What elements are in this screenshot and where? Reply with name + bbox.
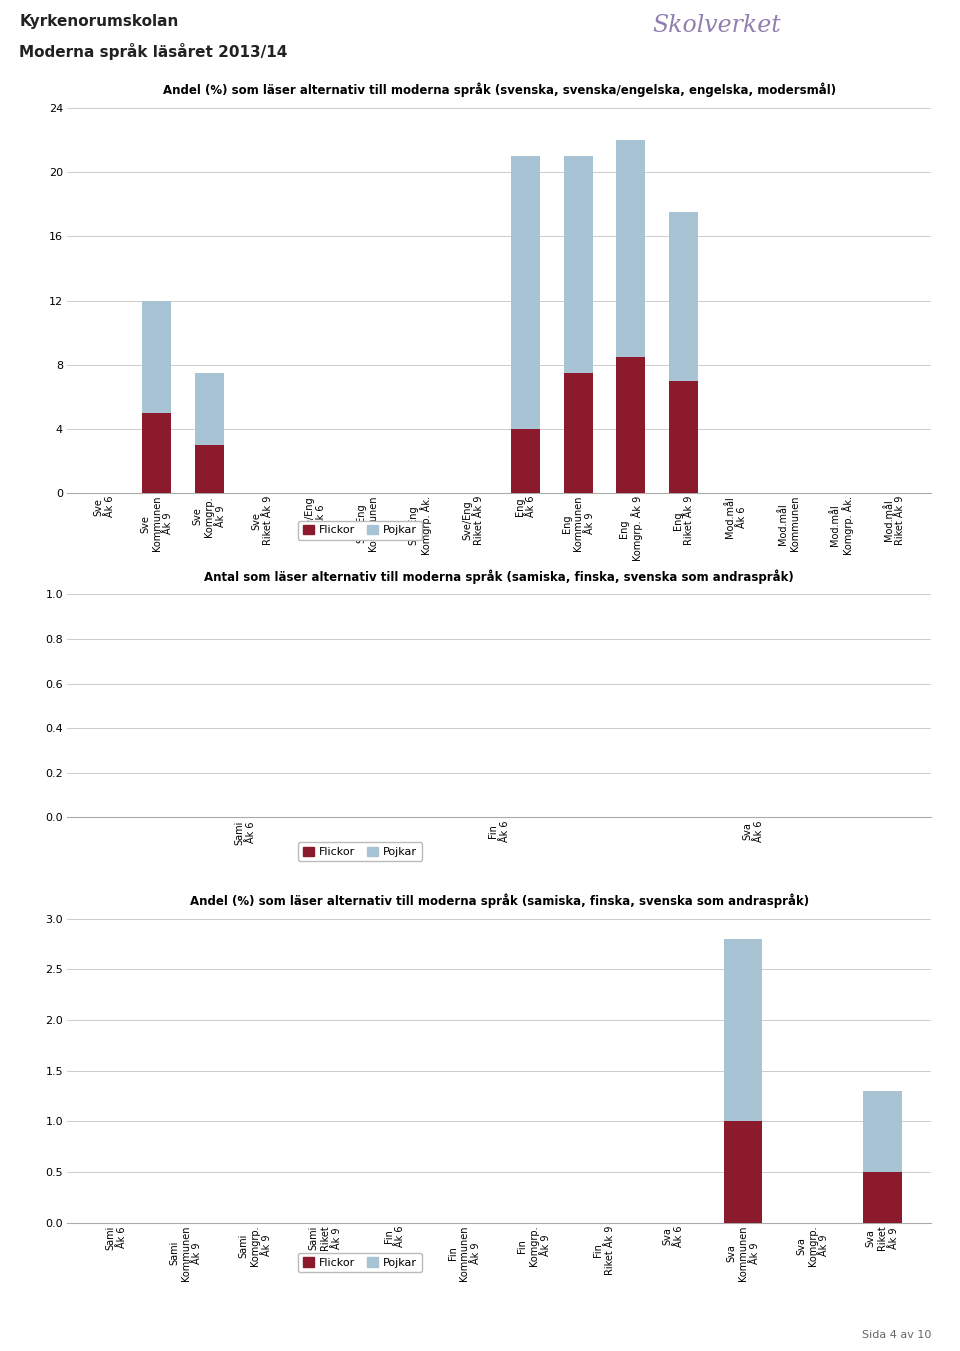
Bar (564, 157, 592, 373)
Text: Sida 4 av 10: Sida 4 av 10 (862, 1331, 931, 1340)
Title: Andel (%) som läser alternativ till moderna språk (samiska, finska, svenska som : Andel (%) som läser alternativ till mode… (190, 893, 808, 908)
Bar (669, 212, 698, 381)
Bar (195, 373, 224, 444)
Bar (863, 1173, 901, 1223)
Text: Kyrkenorumskolan: Kyrkenorumskolan (19, 14, 179, 28)
Bar (616, 141, 645, 357)
Bar (511, 157, 540, 430)
Text: Moderna språk läsåret 2013/14: Moderna språk läsåret 2013/14 (19, 43, 288, 61)
Bar (142, 301, 171, 413)
Bar (142, 413, 171, 493)
Bar (724, 939, 762, 1121)
Bar (511, 430, 540, 493)
Bar (616, 357, 645, 493)
Legend: Flickor, Pojkar: Flickor, Pojkar (299, 842, 421, 862)
Bar (669, 381, 698, 493)
Bar (863, 1092, 901, 1173)
Text: Skolverket: Skolverket (653, 14, 781, 36)
Title: Andel (%) som läser alternativ till moderna språk (svenska, svenska/engelska, en: Andel (%) som läser alternativ till mode… (162, 82, 836, 97)
Legend: Flickor, Pojkar: Flickor, Pojkar (299, 520, 421, 540)
Title: Antal som läser alternativ till moderna språk (samiska, finska, svenska som andr: Antal som läser alternativ till moderna … (204, 569, 794, 584)
Legend: Flickor, Pojkar: Flickor, Pojkar (299, 1252, 421, 1273)
Bar (724, 1121, 762, 1223)
Bar (564, 373, 592, 493)
Bar (195, 444, 224, 493)
